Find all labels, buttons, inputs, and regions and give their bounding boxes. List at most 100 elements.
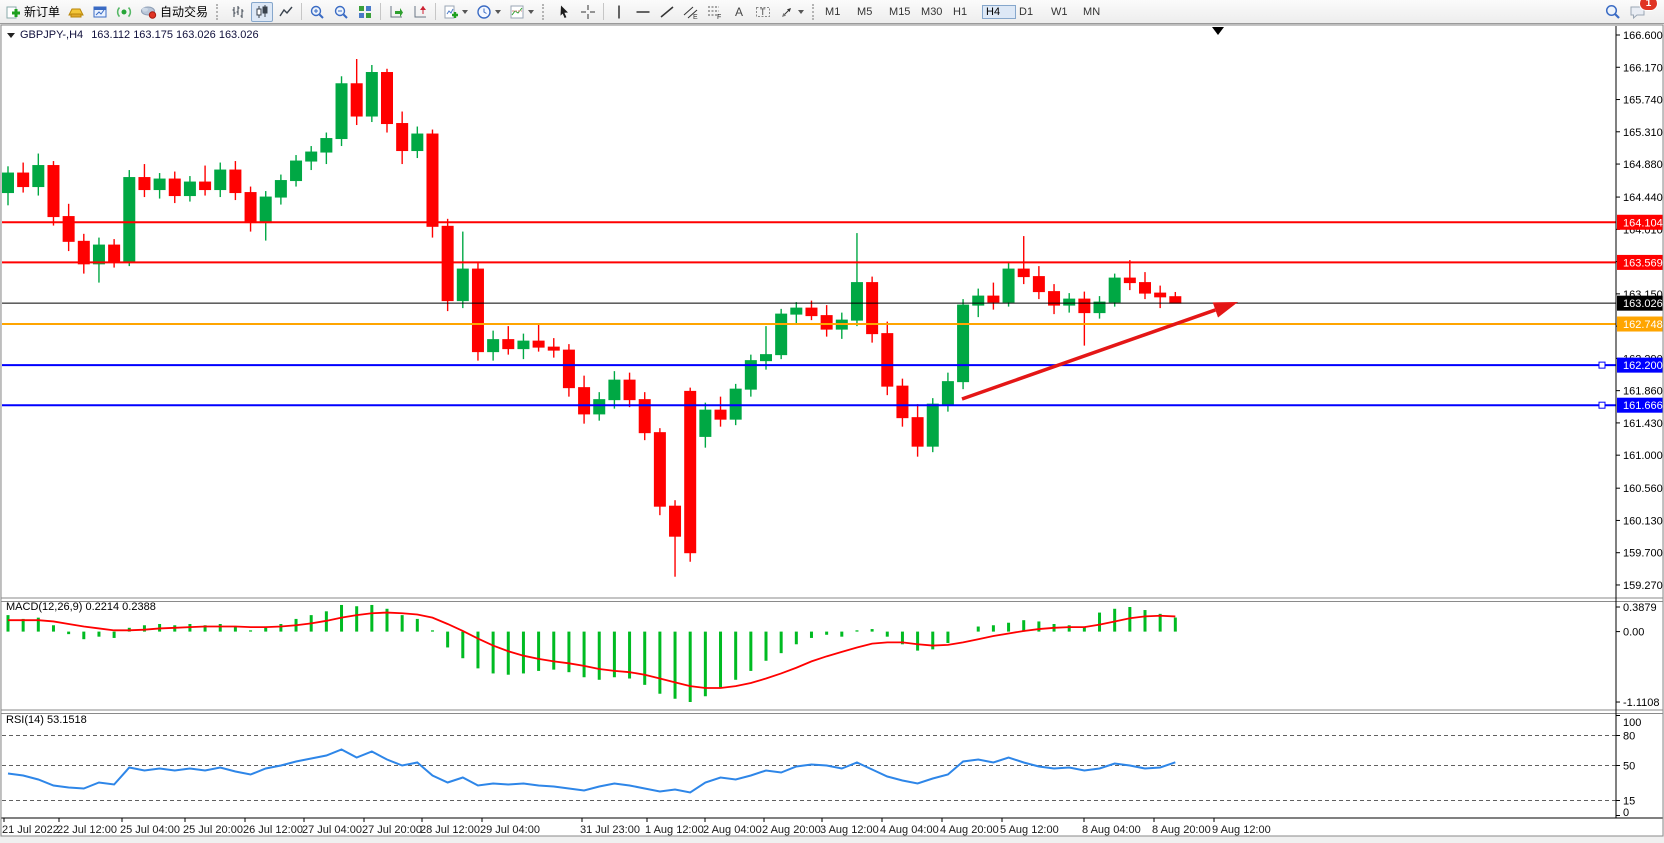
svg-text:8 Aug 04:00: 8 Aug 04:00 — [1082, 824, 1141, 836]
svg-text:166.600: 166.600 — [1623, 30, 1663, 42]
chart-title: GBPJPY-,H4 163.112 163.175 163.026 163.0… — [7, 29, 259, 41]
bar-chart-button[interactable] — [227, 2, 249, 22]
chart-shift-icon — [412, 4, 428, 20]
candlestick-chart-button[interactable] — [251, 1, 274, 22]
auto-trading-label: 自动交易 — [160, 5, 209, 19]
price-axis[interactable] — [1616, 26, 1664, 818]
gold-button[interactable] — [65, 2, 87, 22]
timeframe-group: M1 M5 M15 M30 H1 H4 D1 W1 MN — [822, 4, 1112, 19]
svg-text:2 Aug 04:00: 2 Aug 04:00 — [703, 824, 762, 836]
trendline-button[interactable] — [656, 2, 678, 22]
toolbar-separator — [380, 3, 382, 20]
svg-text:164.104: 164.104 — [1623, 217, 1663, 229]
line-chart-button[interactable] — [275, 2, 297, 22]
auto-trading-button[interactable]: 自动交易 — [137, 2, 211, 22]
svg-text:164.880: 164.880 — [1623, 159, 1663, 171]
svg-text:80: 80 — [1623, 731, 1635, 743]
svg-text:8 Aug 20:00: 8 Aug 20:00 — [1152, 824, 1211, 836]
svg-text:22 Jul 12:00: 22 Jul 12:00 — [57, 824, 117, 836]
vertical-line-icon — [612, 4, 626, 20]
svg-text:4 Aug 04:00: 4 Aug 04:00 — [880, 824, 939, 836]
svg-text:F: F — [717, 14, 721, 20]
search-button[interactable] — [1601, 2, 1624, 22]
templates-button[interactable] — [506, 2, 537, 22]
svg-text:31 Jul 23:00: 31 Jul 23:00 — [580, 824, 640, 836]
equidistant-channel-button[interactable]: E — [680, 2, 702, 22]
svg-text:166.170: 166.170 — [1623, 62, 1663, 74]
timeframe-m30-button[interactable]: M30 — [921, 5, 943, 18]
svg-text:163.569: 163.569 — [1623, 257, 1663, 269]
cursor-button[interactable] — [553, 2, 575, 22]
auto-scroll-button[interactable] — [385, 2, 407, 22]
svg-text:29 Jul 04:00: 29 Jul 04:00 — [480, 824, 540, 836]
svg-text:159.270: 159.270 — [1623, 580, 1663, 592]
timeframe-mn-button[interactable]: MN — [1083, 5, 1101, 18]
svg-text:162.200: 162.200 — [1623, 360, 1663, 372]
indicators-icon — [443, 4, 459, 20]
tile-windows-button[interactable] — [354, 2, 376, 22]
macd-indicator-label: MACD(12,26,9) 0.2214 0.2388 — [6, 601, 156, 613]
window-icon — [92, 4, 108, 20]
toolbar-separator — [301, 3, 303, 20]
svg-text:15: 15 — [1623, 796, 1635, 808]
arrows-tool-button[interactable] — [776, 2, 807, 22]
trendline-icon — [659, 4, 675, 20]
new-order-button[interactable]: 新订单 — [3, 2, 63, 22]
svg-text:0: 0 — [1623, 807, 1629, 819]
zoom-in-button[interactable] — [306, 2, 328, 22]
tile-windows-icon — [357, 4, 373, 20]
toolbar-grip — [542, 3, 548, 20]
text-button[interactable]: A — [728, 2, 750, 22]
timeframe-m1-button[interactable]: M1 — [825, 5, 841, 18]
time-axis[interactable] — [0, 818, 1616, 836]
svg-text:165.310: 165.310 — [1623, 127, 1663, 139]
chat-button[interactable]: 1 — [1626, 0, 1658, 22]
line-chart-icon — [278, 4, 294, 20]
dropdown-caret-icon — [495, 9, 502, 14]
svg-text:27 Jul 20:00: 27 Jul 20:00 — [362, 824, 422, 836]
indicators-button[interactable] — [440, 2, 471, 22]
chart-title-collapse-icon[interactable] — [7, 32, 15, 38]
horizontal-line-button[interactable] — [632, 2, 654, 22]
crosshair-icon — [580, 4, 596, 20]
text-icon: A — [732, 4, 746, 20]
crosshair-button[interactable] — [577, 2, 599, 22]
svg-text:160.560: 160.560 — [1623, 483, 1663, 495]
svg-text:T: T — [760, 7, 766, 17]
svg-text:160.130: 160.130 — [1623, 515, 1663, 527]
text-label-icon: T — [755, 4, 771, 20]
timeframe-m15-button[interactable]: M15 — [889, 5, 911, 18]
periods-button[interactable] — [473, 2, 504, 22]
terminal-window-button[interactable] — [89, 2, 111, 22]
chart-shift-button[interactable] — [409, 2, 431, 22]
notification-badge: 1 — [1639, 0, 1658, 11]
template-icon — [509, 4, 525, 20]
timeframe-h1-button[interactable]: H1 — [953, 5, 968, 18]
timeframe-d1-button[interactable]: D1 — [1019, 5, 1034, 18]
svg-text:9 Aug 12:00: 9 Aug 12:00 — [1212, 824, 1271, 836]
chart-symbol-period: GBPJPY-,H4 — [20, 29, 84, 41]
svg-text:0.3879: 0.3879 — [1623, 602, 1657, 614]
search-icon — [1604, 3, 1621, 20]
fibonacci-button[interactable]: F — [704, 2, 726, 22]
text-label-button[interactable]: T — [752, 2, 774, 22]
svg-text:164.440: 164.440 — [1623, 192, 1663, 204]
bar-chart-icon — [230, 4, 246, 20]
cursor-icon — [556, 4, 572, 20]
horizontal-line-icon — [635, 5, 651, 19]
auto-scroll-icon — [388, 4, 404, 20]
timeframe-h4-button[interactable]: H4 — [982, 4, 1017, 19]
svg-text:50: 50 — [1623, 761, 1635, 773]
svg-text:3 Aug 12:00: 3 Aug 12:00 — [820, 824, 879, 836]
zoom-out-button[interactable] — [330, 2, 352, 22]
timeframe-w1-button[interactable]: W1 — [1051, 5, 1068, 18]
clock-icon — [476, 4, 492, 20]
dropdown-caret-icon — [462, 9, 469, 14]
vertical-line-button[interactable] — [608, 2, 630, 22]
candlestick-chart-icon — [254, 4, 270, 20]
timeframe-m5-button[interactable]: M5 — [857, 5, 873, 18]
arrows-tool-icon — [779, 4, 795, 20]
chart-ohlc-values: 163.112 163.175 163.026 163.026 — [91, 29, 259, 41]
signal-button[interactable] — [113, 2, 135, 22]
